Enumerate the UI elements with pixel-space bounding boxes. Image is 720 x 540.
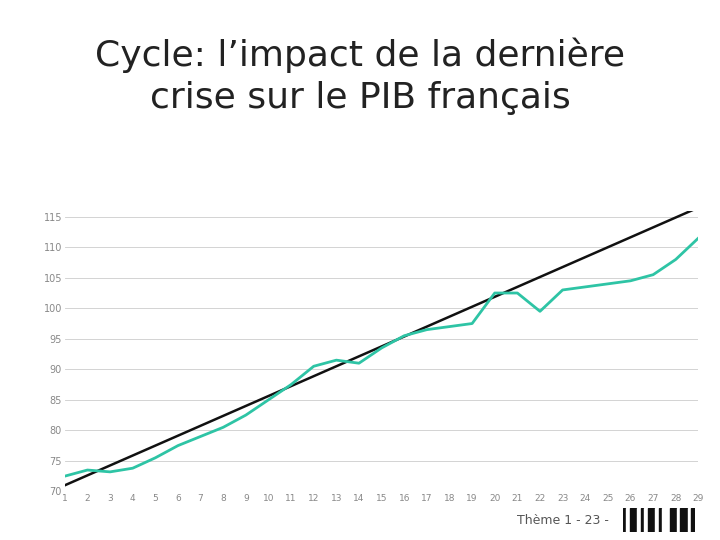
Bar (648, 508, 652, 532)
Text: Thème 1 - 23 -: Thème 1 - 23 - (516, 514, 608, 526)
Bar (634, 508, 637, 532)
Bar (691, 508, 695, 532)
Bar (684, 508, 688, 532)
Bar (677, 508, 680, 532)
Bar (662, 508, 666, 532)
Bar (666, 508, 670, 532)
Bar (688, 508, 691, 532)
Bar (637, 508, 641, 532)
Bar (652, 508, 655, 532)
Bar (659, 508, 662, 532)
Bar (626, 508, 630, 532)
Bar (641, 508, 644, 532)
Bar (623, 508, 626, 532)
Bar (670, 508, 673, 532)
Bar (644, 508, 648, 532)
Bar (655, 508, 659, 532)
Bar (630, 508, 634, 532)
Bar (680, 508, 684, 532)
Bar (673, 508, 677, 532)
Text: Cycle: l’impact de la dernière
crise sur le PIB français: Cycle: l’impact de la dernière crise sur… (95, 38, 625, 116)
